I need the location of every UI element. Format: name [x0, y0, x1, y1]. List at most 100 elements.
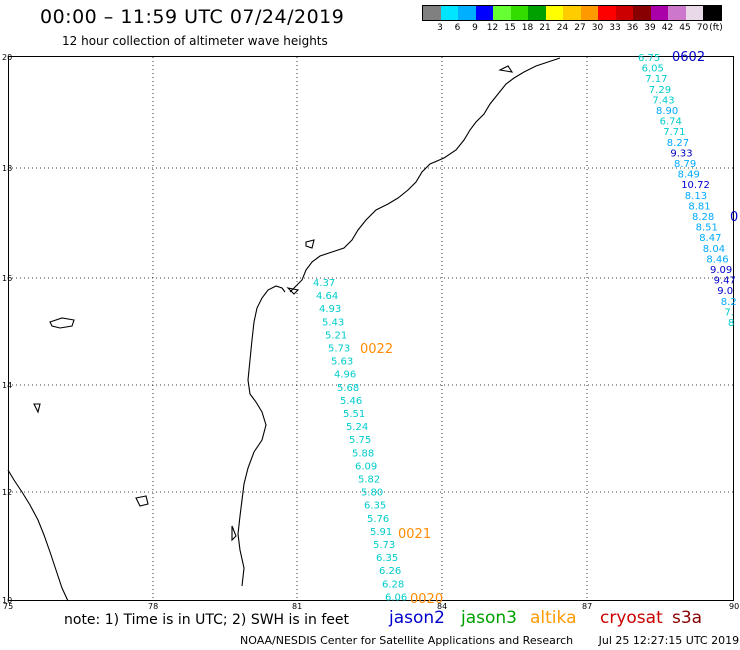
wave-height-value: 5.80: [361, 488, 383, 499]
legend-label: 18: [521, 23, 534, 33]
wave-height-value: 5.75: [349, 435, 371, 446]
longitude-label: 90: [729, 602, 740, 611]
longitude-label: 84: [437, 602, 448, 611]
wave-height-value: 8.47: [699, 233, 721, 244]
wave-height-value: 5.68: [337, 383, 359, 394]
wave-height-value: 6.75: [638, 53, 660, 64]
legend-color-bar: [422, 5, 722, 21]
legend-label: 27: [574, 23, 586, 33]
page-subtitle: 12 hour collection of altimeter wave hei…: [62, 34, 328, 48]
legend-label: 36: [626, 23, 639, 33]
andhra-odisha-coast: [289, 57, 561, 293]
wave-height-value: 4.37: [313, 278, 335, 289]
island-e: [33, 403, 41, 414]
legend-swatch: [650, 6, 668, 20]
legend-swatch: [580, 6, 598, 20]
color-legend: 3 6 9 12 15 18 21 24 27 30 33 36 39 42 45 70 (ft): [422, 5, 723, 33]
wave-height-value: 5.76: [367, 514, 389, 525]
wave-height-value: 7.29: [649, 85, 671, 96]
legend-label: 39: [644, 23, 656, 33]
latitude-label: 10: [2, 596, 13, 605]
legend-label: 12: [486, 23, 499, 33]
wave-height-value: 4.64: [316, 291, 338, 302]
latitude-label: 14: [2, 381, 13, 390]
wave-height-value: 6.35: [376, 553, 398, 564]
footer-credit: NOAA/NESDIS Center for Satellite Applica…: [240, 634, 574, 647]
wave-height-value: 6.35: [364, 501, 386, 512]
wave-height-value: 7.71: [663, 127, 685, 138]
longitude-label: 75: [3, 602, 14, 611]
legend-label: 21: [539, 23, 551, 33]
page-title: 00:00 – 11:59 UTC 07/24/2019: [40, 6, 345, 28]
wave-height-value: 8.13: [685, 191, 707, 202]
legend-swatch: [458, 6, 476, 20]
wave-height-value: 10.72: [681, 180, 710, 191]
legend-label: 24: [556, 23, 569, 33]
wave-height-value: 7.43: [652, 95, 674, 106]
legend-swatch: [633, 6, 651, 20]
latitude-label: 20: [2, 53, 13, 62]
legend-swatch: [598, 6, 616, 20]
wave-height-value: 4.93: [319, 304, 341, 315]
wave-height-value: 8.28: [692, 212, 714, 223]
wave-height-value: 6.74: [660, 117, 682, 128]
legend-label: 9: [472, 23, 478, 33]
satellite-name: jason2: [389, 608, 445, 628]
wave-height-value: 5.73: [373, 540, 395, 551]
legend-label: 30: [591, 23, 604, 33]
footer: NOAA/NESDIS Center for Satellite Applica…: [240, 634, 739, 647]
legend-label: 33: [609, 23, 621, 33]
legend-swatch: [545, 6, 563, 20]
legend-label: 45: [679, 23, 691, 33]
island-b: [305, 239, 315, 249]
legend-swatch: [615, 6, 633, 20]
wave-height-value: 9.33: [670, 148, 692, 159]
wave-height-value: 8.79: [674, 159, 696, 170]
legend-label: 15: [504, 23, 516, 33]
wave-height-value: 9.09: [710, 265, 732, 276]
wave-height-value: 7.17: [645, 74, 667, 85]
wave-height-value: 8.2: [721, 297, 737, 308]
wave-height-value: 5.73: [328, 344, 350, 355]
wave-height-value: 6.06: [385, 592, 407, 603]
satellite-name: jason3: [461, 608, 517, 628]
legend-unit: (ft): [709, 23, 723, 33]
wave-height-value: 8.49: [678, 170, 700, 181]
latitude-label: 16: [2, 274, 13, 283]
legend-label: 6: [454, 23, 461, 33]
legend-label: 70: [696, 23, 709, 33]
track-time-tag: 0020: [410, 592, 443, 607]
wave-height-value: 9.47: [714, 276, 736, 287]
wave-height-value: 8.51: [696, 223, 718, 234]
track-values: 4.37 4.64 4.93 5.43 5.21 5.73 5.63 4.96 5.68 5.46…: [313, 50, 738, 607]
island-d: [286, 287, 300, 295]
legend-swatch: [668, 6, 686, 20]
wave-height-value: 5.46: [340, 396, 362, 407]
legend-swatch: [475, 6, 493, 20]
wave-height-value: 5.88: [352, 448, 374, 459]
wave-height-value: 8: [728, 318, 734, 329]
wave-height-value: 6.28: [382, 579, 404, 590]
island-a: [49, 317, 75, 329]
longitude-label: 81: [292, 602, 303, 611]
legend-swatch: [423, 6, 441, 20]
satellite-name: altika: [530, 608, 577, 628]
sri-lanka-east-coast: [237, 285, 286, 587]
island-f: [231, 525, 237, 542]
latitude-label: 12: [2, 488, 13, 497]
latitude-label: 18: [2, 164, 13, 173]
wave-height-value: 5.82: [358, 475, 380, 486]
wave-height-value: 5.43: [322, 317, 344, 328]
footer-timestamp: Jul 25 12:27:15 UTC 2019: [598, 634, 740, 647]
island-g: [498, 65, 514, 73]
india-coastline: [7, 469, 69, 602]
legend-labels: 3 6 9 12 15 18 21 24 27 30 33 36 39 42 45 70 (ft): [422, 21, 723, 33]
notes-text: note: 1) Time is in UTC; 2) SWH is in fe…: [64, 612, 350, 628]
wave-height-value: 8.04: [703, 244, 725, 255]
legend-swatch: [563, 6, 581, 20]
wave-height-value: 8.81: [688, 201, 710, 212]
legend-swatch: [703, 6, 721, 20]
coastline: [7, 57, 561, 602]
wave-height-value: 4.96: [334, 370, 356, 381]
wave-height-value: 8.90: [656, 106, 678, 117]
